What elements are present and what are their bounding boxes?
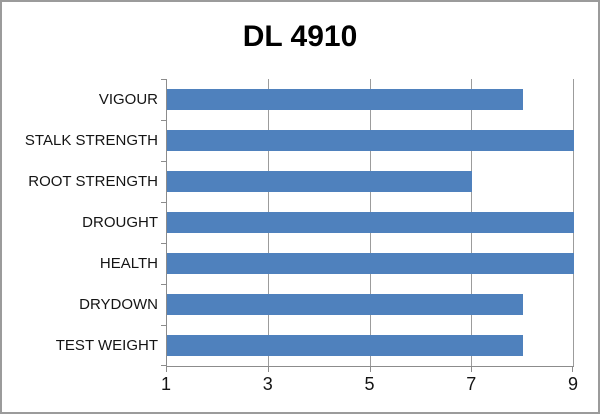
category-label-health: HEALTH [99,255,158,272]
x-axis-tick-9 [572,366,573,372]
bar-test-weight [167,335,524,356]
bar-stalk-strength [167,130,574,151]
x-axis-tick-5 [369,366,371,372]
y-axis-tick [161,325,166,326]
category-label-test-weight: TEST WEIGHT [55,337,158,354]
category-label-drought: DROUGHT [82,214,158,231]
bar-drydown [167,294,524,315]
x-tick-label-7: 7 [466,374,477,394]
y-axis-tick [161,284,166,285]
chart-title: DL 4910 [242,20,358,53]
plot-area [161,79,574,372]
x-axis-tick-7 [471,366,473,372]
category-label-drydown: DRYDOWN [79,296,158,313]
category-label-vigour: VIGOUR [98,91,158,108]
x-axis-tick-3 [267,366,269,372]
y-axis-tick [161,161,166,162]
y-axis-line [166,79,167,366]
x-tick-label-3: 3 [262,374,273,394]
category-axis-labels: VIGOUR STALK STRENGTH ROOT STRENGTH DROUGHT… [2,79,158,366]
bar-health [167,253,574,274]
y-axis-tick [161,365,166,366]
bar-vigour [167,89,524,110]
x-tick-label-5: 5 [364,374,375,394]
y-axis-tick [161,243,166,244]
category-label-stalk-strength: STALK STRENGTH [24,132,158,149]
value-axis-labels: 1 3 5 7 9 [161,374,578,400]
y-axis-tick [161,202,166,203]
x-axis-tick-1 [166,366,167,372]
category-label-root-strength: ROOT STRENGTH [28,173,158,190]
bar-root-strength [167,171,473,192]
bar-drought [167,212,574,233]
x-tick-label-1: 1 [160,374,171,394]
y-axis-tick [161,120,166,121]
y-axis-tick [161,79,166,80]
x-tick-label-9: 9 [567,374,578,394]
